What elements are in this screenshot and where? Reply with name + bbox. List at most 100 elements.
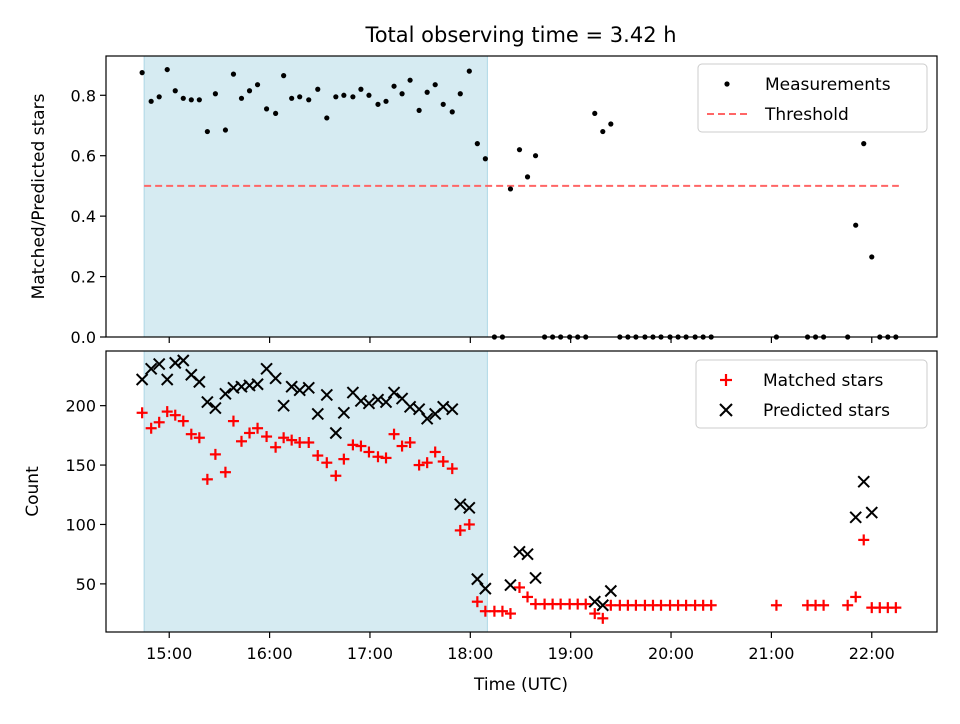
x-tick-label: 19:00 xyxy=(548,644,594,663)
measurement-point xyxy=(424,89,430,95)
predicted-star-point xyxy=(604,584,618,598)
predicted-star-point xyxy=(269,372,282,385)
measurement-point xyxy=(608,121,614,127)
predicted-star-point xyxy=(260,362,273,376)
matched-star-point xyxy=(169,409,181,421)
measurement-point xyxy=(416,107,422,113)
measurement-point xyxy=(532,153,539,159)
measurement-point xyxy=(230,71,237,77)
matched-star-point xyxy=(235,435,247,447)
matched-star-point xyxy=(278,432,290,444)
predicted-star-point xyxy=(865,506,878,519)
predicted-star-point xyxy=(371,393,385,406)
predicted-star-point xyxy=(329,426,343,440)
count-y-ticks: 50 100 150 200 xyxy=(65,397,106,594)
matched-star-point xyxy=(421,457,433,469)
y-tick-label: 0.0 xyxy=(71,328,96,347)
ratio-legend: Measurements Threshold xyxy=(697,63,928,133)
measurement-point xyxy=(324,115,330,121)
matched-star-point xyxy=(589,608,601,620)
measurement-point xyxy=(457,91,463,97)
y-tick-label: 0.2 xyxy=(71,268,96,287)
measurement-point xyxy=(358,86,364,92)
measurement-points xyxy=(139,66,899,340)
matched-star-point xyxy=(513,581,525,593)
matched-star-point xyxy=(437,455,449,467)
matched-star-point xyxy=(252,422,264,434)
predicted-star-point xyxy=(454,498,467,511)
predicted-star-point xyxy=(144,362,158,376)
predicted-star-point xyxy=(504,578,517,592)
predicted-star-point xyxy=(302,381,315,395)
count-x-ticks: 15:00 16:00 17:00 18:00 19:00 20:00 21:00 22:00 xyxy=(146,632,895,663)
matched-star-point xyxy=(705,599,717,611)
x-tick-label: 20:00 xyxy=(648,644,694,663)
legend-matched-marker xyxy=(720,374,732,386)
matched-star-point xyxy=(153,416,165,428)
y-tick-label: 0.4 xyxy=(71,207,96,226)
matched-star-point xyxy=(463,518,475,530)
matched-star-point xyxy=(145,422,157,434)
measurement-point xyxy=(273,110,279,117)
matched-star-point xyxy=(193,432,205,444)
matched-star-point xyxy=(404,436,416,448)
matched-star-point xyxy=(355,440,367,452)
predicted-star-point xyxy=(529,571,542,585)
x-axis-label: Time (UTC) xyxy=(473,675,568,695)
predicted-star-point xyxy=(219,387,232,400)
matched-star-point xyxy=(330,470,342,482)
legend-measurements-label: Measurements xyxy=(765,75,891,95)
matched-star-point xyxy=(227,415,239,427)
y-tick-label: 0.6 xyxy=(71,147,96,166)
measurement-point xyxy=(254,82,261,88)
measurement-point xyxy=(139,70,145,76)
matched-star-point xyxy=(496,605,508,617)
predicted-star-point xyxy=(209,401,222,415)
matched-star-point xyxy=(413,459,425,471)
matched-star-point xyxy=(858,534,870,546)
measurement-point xyxy=(474,141,480,147)
predicted-star-point xyxy=(596,599,610,612)
predicted-star-point xyxy=(285,380,298,393)
matched-star-point xyxy=(580,598,592,610)
ratio-panel-frame xyxy=(105,55,938,338)
predicted-star-point xyxy=(437,400,450,414)
measurement-point xyxy=(148,98,154,104)
matched-star-point xyxy=(321,457,333,469)
legend-measurement-marker xyxy=(724,81,730,87)
measurement-point xyxy=(366,92,372,98)
predicted-star-point xyxy=(152,357,166,371)
figure-title: Total observing time = 3.42 h xyxy=(364,23,676,47)
predicted-star-point xyxy=(354,394,368,408)
predicted-star-point xyxy=(293,384,306,397)
predicted-star-point xyxy=(251,378,264,391)
measurement-point xyxy=(341,92,347,98)
predicted-star-point xyxy=(463,501,476,515)
matched-star-point xyxy=(201,473,213,485)
matched-star-point xyxy=(270,441,282,453)
measurement-point xyxy=(482,156,488,162)
measurement-point xyxy=(516,147,523,153)
measurement-point xyxy=(391,83,397,89)
matched-star-point xyxy=(261,431,273,443)
matched-star-point xyxy=(522,591,534,603)
predicted-star-point xyxy=(169,356,182,370)
matched-star-point xyxy=(818,599,830,611)
matched-star-point xyxy=(372,451,384,463)
predicted-star-point xyxy=(513,545,526,559)
measurement-point xyxy=(350,94,356,100)
matched-star-point xyxy=(185,428,197,440)
x-tick-label: 22:00 xyxy=(849,644,895,663)
observing-span-shade-bottom xyxy=(143,350,488,633)
predicted-star-point xyxy=(588,595,601,608)
predicted-star-point xyxy=(849,511,862,524)
matched-star-point xyxy=(429,446,441,458)
matched-star-point xyxy=(177,415,189,427)
predicted-star-point xyxy=(311,407,324,421)
measurement-point xyxy=(399,91,405,97)
x-tick-label: 18:00 xyxy=(447,644,493,663)
measurement-point xyxy=(222,127,229,133)
predicted-star-point xyxy=(277,399,290,412)
matched-star-point xyxy=(286,434,298,446)
predicted-star-point xyxy=(177,354,190,367)
